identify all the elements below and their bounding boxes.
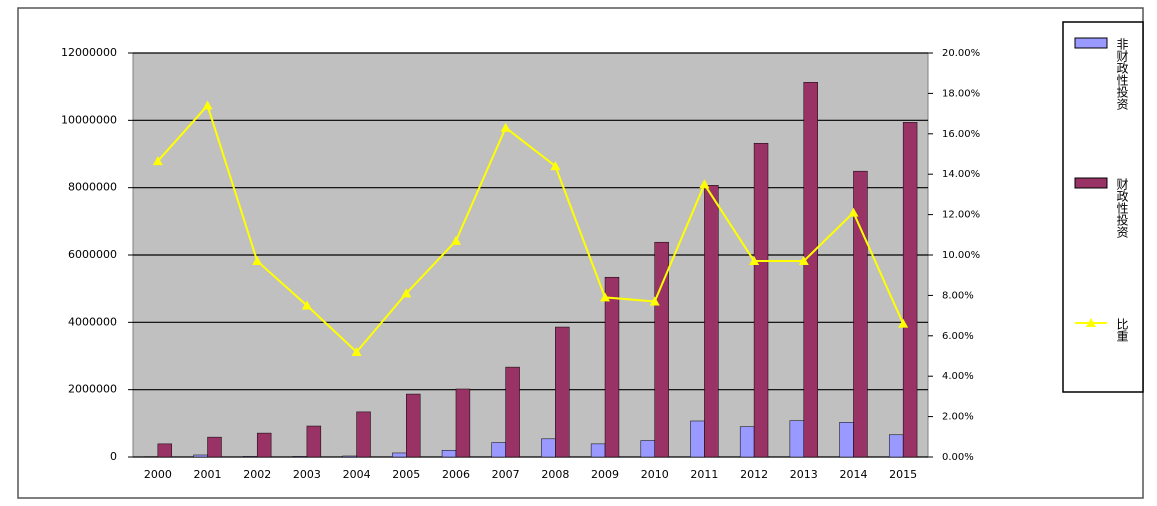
y2-tick-label: 6.00% [942, 331, 974, 342]
bar [505, 366, 520, 458]
bar [441, 450, 457, 458]
bar [256, 432, 272, 458]
line-marker [550, 161, 561, 171]
x-tick-label: 2010 [641, 468, 669, 481]
line-marker [749, 256, 760, 266]
bar [604, 276, 620, 458]
y-tick-label: 6000000 [68, 248, 117, 261]
y-tick-label: 0 [110, 450, 117, 463]
bar [853, 170, 868, 458]
y-tick-label: 10000000 [61, 113, 117, 126]
bar [888, 434, 904, 458]
line-marker [202, 100, 213, 110]
line-marker [500, 122, 511, 132]
legend-swatch [1086, 318, 1096, 327]
line-marker [898, 318, 909, 328]
line [157, 103, 905, 354]
bar [839, 422, 854, 458]
bar [157, 443, 173, 458]
bar [739, 426, 755, 458]
bar [406, 393, 421, 458]
y2-tick-label: 4.00% [942, 371, 974, 382]
bar [292, 456, 308, 458]
y2-tick-label: 20.00% [942, 48, 980, 59]
bar [342, 455, 357, 458]
bar [704, 185, 719, 458]
line-marker [649, 296, 660, 306]
legend-swatch [1074, 37, 1108, 49]
y2-tick-label: 18.00% [942, 88, 980, 99]
y2-tick-label: 8.00% [942, 290, 974, 301]
x-tick-label: 2007 [492, 468, 520, 481]
legend-label: 比重 [1115, 318, 1129, 342]
y-tick-label: 12000000 [61, 46, 117, 59]
bar [455, 388, 471, 458]
bar [306, 425, 322, 458]
bar [690, 420, 705, 458]
line-marker [848, 207, 859, 217]
x-tick-label: 2009 [591, 468, 619, 481]
legend-box [1062, 21, 1144, 393]
bar [753, 142, 769, 458]
bar [491, 442, 506, 458]
x-tick-label: 2005 [392, 468, 420, 481]
line-marker [600, 292, 611, 302]
line-marker [798, 256, 809, 266]
bar [590, 443, 606, 458]
x-tick-label: 2013 [790, 468, 818, 481]
x-tick-label: 2008 [541, 468, 569, 481]
x-tick-label: 2015 [889, 468, 917, 481]
line-marker [450, 235, 461, 245]
x-tick-label: 2014 [839, 468, 867, 481]
y2-tick-label: 10.00% [942, 250, 980, 261]
y2-tick-label: 14.00% [942, 169, 980, 180]
line-marker [152, 156, 163, 166]
line-marker [401, 288, 412, 298]
legend-swatch [1074, 177, 1108, 189]
bar [789, 420, 805, 458]
bar [243, 456, 258, 458]
bar [193, 454, 208, 458]
x-tick-label: 2003 [293, 468, 321, 481]
y-tick-label: 4000000 [68, 315, 117, 328]
x-tick-label: 2012 [740, 468, 768, 481]
legend-label: 财政性投资 [1115, 178, 1129, 239]
bar [654, 241, 669, 458]
bar [392, 452, 407, 458]
legend-label: 非财政性投资 [1115, 38, 1129, 111]
x-tick-label: 2000 [144, 468, 172, 481]
x-tick-label: 2001 [194, 468, 222, 481]
line-marker [252, 256, 263, 266]
line-marker [699, 179, 710, 189]
bar [555, 326, 570, 458]
bar [902, 122, 918, 458]
y2-tick-label: 12.00% [942, 210, 980, 221]
line-marker [351, 346, 362, 356]
y2-tick-label: 0.00% [942, 452, 974, 463]
y2-tick-label: 2.00% [942, 412, 974, 423]
line-marker [301, 300, 312, 310]
y-tick-label: 2000000 [68, 383, 117, 396]
bar [207, 436, 222, 458]
x-tick-label: 2002 [243, 468, 271, 481]
y-tick-label: 8000000 [68, 181, 117, 194]
bar [541, 438, 556, 458]
bar [640, 440, 655, 458]
x-tick-label: 2011 [690, 468, 718, 481]
x-tick-label: 2006 [442, 468, 470, 481]
bar [356, 411, 371, 458]
y2-tick-label: 16.00% [942, 129, 980, 140]
x-tick-label: 2004 [343, 468, 371, 481]
bar [803, 82, 818, 458]
